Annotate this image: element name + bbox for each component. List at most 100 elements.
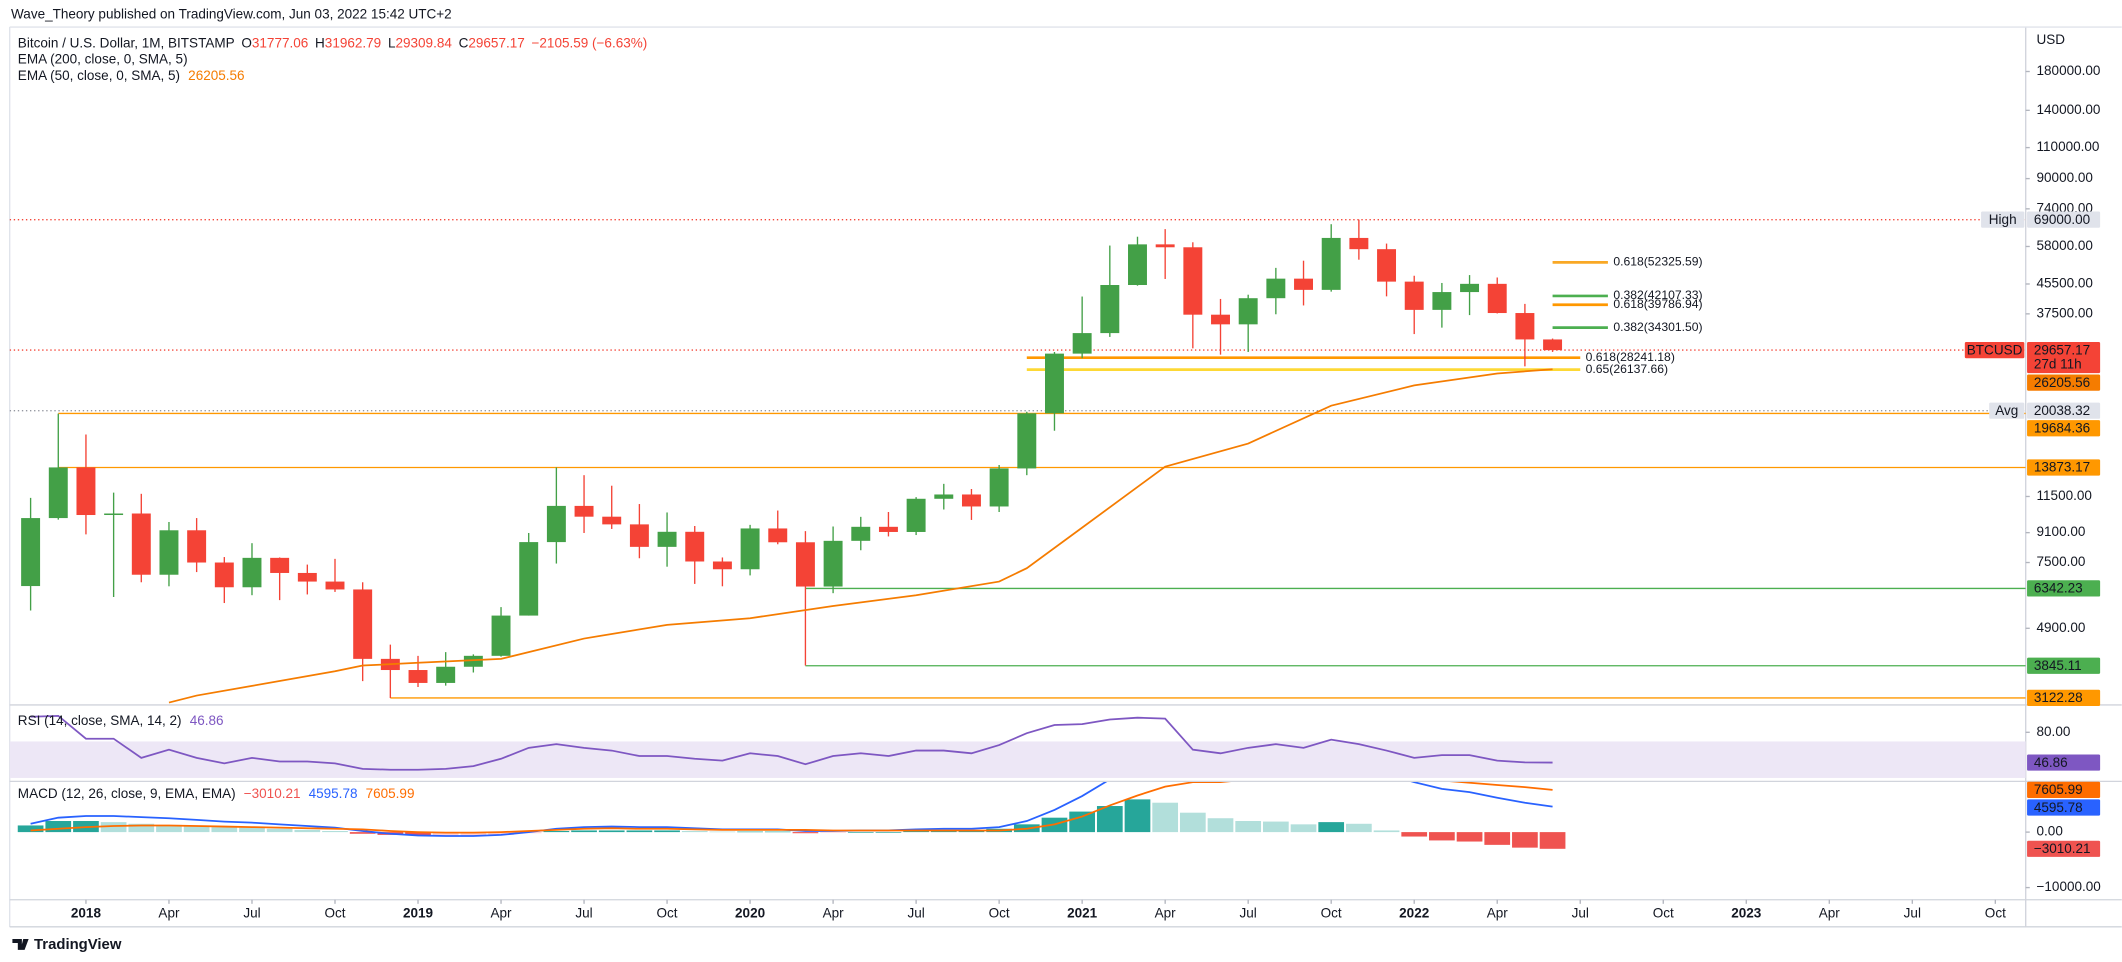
macd-hist-bar	[764, 831, 791, 833]
legend: EMA (50, close, 0, SMA, 5) 26205.56	[18, 67, 245, 82]
candle-body	[353, 589, 373, 659]
candle-body	[1432, 292, 1452, 310]
macd-hist-bar	[266, 828, 293, 833]
candle-body	[1543, 339, 1563, 351]
macd-hist-bar	[100, 822, 127, 833]
candle-body	[1487, 283, 1507, 314]
x-tick-label: Oct	[657, 906, 678, 921]
macd-hist-bar	[626, 830, 653, 833]
candle-body	[1211, 314, 1230, 325]
candle-body	[989, 468, 1009, 507]
candle-body	[519, 542, 539, 616]
legend-item: C	[459, 35, 469, 50]
candle-body	[408, 670, 428, 683]
candle-body	[574, 505, 594, 517]
candle-body	[159, 530, 179, 575]
candle-body	[1238, 298, 1258, 325]
macd-hist-bar	[1152, 802, 1179, 833]
price-tag-name: High	[1989, 212, 2017, 227]
macd-line	[30, 782, 1553, 834]
macd-hist-bar	[792, 832, 819, 834]
macd-hist-bar	[1512, 832, 1538, 848]
candle-body	[1404, 281, 1424, 310]
candle-body	[961, 494, 981, 507]
candle-body	[1515, 313, 1535, 340]
macd-hist-bar	[460, 832, 487, 836]
macd-hist-bar	[488, 832, 514, 835]
candle-body	[546, 505, 566, 543]
candle-body	[1183, 247, 1203, 315]
x-tick-label: 2020	[735, 906, 765, 921]
legend-item: 31777.06	[252, 35, 308, 50]
indicator-tag-label: 7605.99	[2034, 782, 2083, 797]
y-tick-label: 110000.00	[2037, 139, 2100, 154]
indicator-tag-label: 4595.78	[2034, 800, 2083, 815]
countdown: 27d 11h	[2034, 357, 2082, 372]
macd-hist-bar	[820, 832, 846, 833]
candle-body	[76, 467, 96, 516]
macd-hist-bar	[598, 830, 625, 833]
macd-hist-bar	[1124, 799, 1151, 833]
legend-item: 46.86	[190, 713, 224, 728]
macd-hist-bar	[1373, 830, 1400, 833]
macd-hist-bar	[1346, 823, 1372, 833]
candle-body	[131, 513, 151, 575]
y-tick-label: −10000.00	[2037, 879, 2101, 894]
x-tick-label: 2018	[71, 906, 102, 921]
rsi-band	[9, 741, 2026, 778]
candle-body	[657, 531, 677, 547]
y-tick-label: 58000.00	[2037, 238, 2093, 253]
legend-item: 7605.99	[366, 786, 415, 801]
price-tag-label: 26205.56	[2034, 375, 2090, 390]
x-tick-label: Oct	[1321, 906, 1342, 921]
x-tick-label: 2023	[1731, 906, 1762, 921]
macd-hist-bar	[211, 827, 238, 833]
y-tick-label: 180000.00	[2037, 63, 2101, 78]
rsi-line	[30, 714, 1553, 771]
macd-hist-bar	[1401, 832, 1428, 837]
price-tag-label: 29657.17	[2034, 342, 2090, 357]
y-tick-label: 9100.00	[2037, 524, 2086, 539]
macd-hist-bar	[1290, 824, 1317, 833]
legend-item: L	[388, 35, 396, 50]
y-tick-label: 90000.00	[2037, 170, 2093, 185]
candle-body	[1017, 413, 1037, 469]
candle-body	[436, 666, 456, 683]
macd-hist-bar	[45, 821, 72, 833]
legend-item: 31962.79	[325, 35, 381, 50]
ema-line	[168, 368, 1553, 704]
x-tick-label: Jul	[1572, 906, 1589, 921]
price-tag-name: Avg	[1995, 403, 2018, 418]
legend: RSI (14, close, SMA, 14, 2) 46.86	[18, 713, 224, 728]
y-tick-label: 37500.00	[2037, 305, 2093, 320]
indicator-tag	[2027, 840, 2101, 857]
price-tag-name-bg	[1989, 402, 2025, 419]
legend: MACD (12, 26, close, 9, EMA, EMA) −3010.2…	[18, 786, 415, 801]
candle-body	[795, 542, 815, 587]
legend-item: O	[241, 35, 252, 50]
macd-hist-bar	[1484, 832, 1511, 845]
macd-hist-bar	[903, 830, 929, 833]
x-tick-label: Jul	[1904, 906, 1921, 921]
candle-body	[463, 655, 483, 667]
currency: USD	[2037, 32, 2066, 47]
macd-hist-bar	[1235, 821, 1262, 833]
macd-hist-bar	[1318, 822, 1345, 833]
candle-body	[1460, 283, 1480, 293]
x-tick-label: Apr	[1155, 906, 1177, 921]
price-tag-name-bg	[1981, 211, 2025, 228]
legend-item: MACD (12, 26, close, 9, EMA, EMA)	[18, 786, 236, 801]
indicator-tag	[2027, 781, 2101, 799]
macd-hist-bar	[571, 830, 597, 833]
fib-label: 0.65(26137.66)	[1586, 362, 1668, 376]
price-tag	[2027, 580, 2101, 597]
candle-body	[878, 526, 898, 532]
x-tick-label: 2021	[1067, 906, 1098, 921]
candle-body	[602, 516, 622, 525]
legend-item: −3010.21	[244, 786, 301, 801]
y-tick-label: 140000.00	[2037, 102, 2101, 117]
indicator-tag-label: −3010.21	[2034, 841, 2091, 856]
candle-body	[214, 562, 234, 588]
macd-hist-bar	[1069, 811, 1096, 833]
